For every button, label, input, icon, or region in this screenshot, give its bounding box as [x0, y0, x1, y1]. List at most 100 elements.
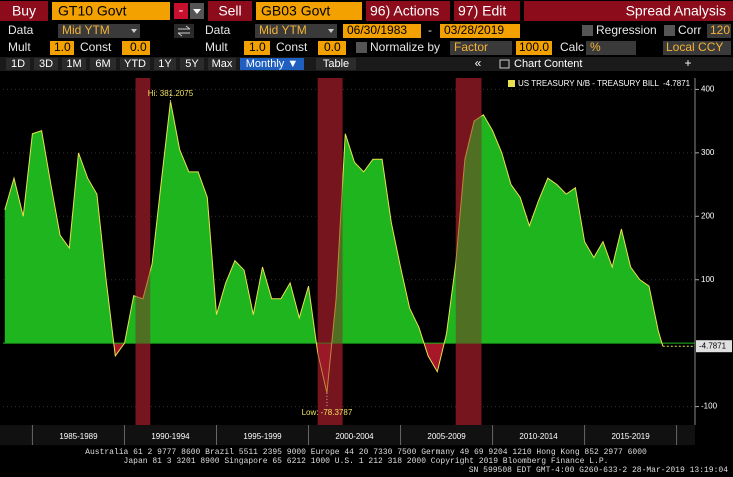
corr-label: Corr: [678, 23, 701, 37]
x-tick-label: 2000-2004: [335, 432, 374, 441]
tab-label: Monthly ▼: [246, 58, 298, 70]
tab[interactable]: [180, 58, 204, 70]
actions-menu[interactable]: [366, 1, 450, 21]
shaded-period-overlay: [455, 78, 482, 425]
buy-label: Buy: [12, 3, 36, 19]
calc-value: %: [590, 40, 601, 54]
corr-input[interactable]: [707, 24, 731, 38]
sell-button[interactable]: [208, 1, 252, 21]
tab-label: 1M: [66, 58, 81, 70]
sell-ticker-input[interactable]: [256, 2, 362, 20]
chart-content-icon: [499, 59, 510, 69]
command-bar: Buy GT10 Govt - Sell GB03 Govt 96) Actio…: [0, 1, 733, 21]
y-tick-label: 200: [701, 211, 715, 220]
positive-area: [4, 101, 663, 344]
tab[interactable]: [208, 58, 236, 70]
tabs: 1D 3D 1M 6M YTD 1Y 5Y Max Monthly ▼ Table: [6, 58, 356, 70]
const-label: Const: [276, 40, 308, 54]
field-value: Mid YTM: [259, 23, 307, 37]
sell-ticker: GB03 Govt: [261, 3, 330, 19]
tab[interactable]: [240, 58, 304, 70]
tab-label: 6M: [95, 58, 110, 70]
buy-ticker-input[interactable]: [52, 2, 170, 20]
chart-content-button[interactable]: Chart Content: [514, 58, 582, 70]
shaded-period-overlay: [135, 78, 151, 425]
actions-label: 96) Actions: [370, 3, 439, 19]
tab[interactable]: [120, 58, 150, 70]
function-title: Spread Analysis: [626, 3, 726, 19]
tab-label: YTD: [124, 58, 146, 70]
footer-line: Australia 61 2 9777 8600 Brazil 5511 239…: [85, 448, 647, 457]
normalize-checkbox[interactable]: [356, 42, 367, 53]
const-value: 0.0: [324, 40, 341, 54]
const-input[interactable]: [318, 41, 346, 55]
data-label: Data: [205, 23, 231, 37]
tab-label: 3D: [39, 58, 53, 70]
calc-select[interactable]: [586, 41, 636, 55]
end-date-input[interactable]: [440, 24, 520, 38]
chart: -100 100 200 300 400 1985-1989 1990-1994 1995-1…: [0, 78, 732, 445]
corr-value: 120: [710, 23, 730, 37]
normalize-value: Factor: [454, 40, 488, 54]
tab[interactable]: [62, 58, 86, 70]
tab[interactable]: [90, 58, 116, 70]
mult-value: 1.0: [249, 40, 266, 54]
normalize-select[interactable]: [450, 41, 512, 55]
select-arrow: [328, 29, 334, 33]
field-select[interactable]: [255, 24, 337, 38]
normalize-label: Normalize by: [370, 40, 440, 54]
start-date-input[interactable]: [343, 24, 421, 38]
start-date: 06/30/1983: [347, 23, 407, 37]
mult-label: Mult: [8, 40, 31, 54]
tab[interactable]: [6, 58, 30, 70]
last-value-box: [696, 340, 732, 353]
tab-label: Max: [212, 58, 233, 70]
const-label: Const: [80, 40, 112, 54]
legend-swatch: [508, 80, 515, 87]
y-tick-label: 100: [701, 275, 715, 284]
add-button[interactable]: +: [684, 56, 691, 70]
tab[interactable]: [316, 58, 356, 70]
date-separator: -: [428, 23, 432, 37]
edit-label: 97) Edit: [458, 3, 506, 19]
const-input[interactable]: [122, 41, 150, 55]
corr-checkbox[interactable]: [664, 25, 675, 36]
annotation-label: Low: -78.3787: [302, 408, 353, 417]
tab[interactable]: [154, 58, 176, 70]
dropdown-arrow: [193, 9, 201, 14]
currency-select[interactable]: [663, 41, 731, 55]
buy-button[interactable]: [0, 1, 48, 21]
field-select[interactable]: [58, 24, 140, 38]
x-tick-label: 2005-2009: [427, 432, 466, 441]
title-bar: [524, 1, 733, 21]
end-date: 03/28/2019: [444, 23, 504, 37]
shaded-period-overlay: [317, 78, 343, 425]
data-label: Data: [8, 23, 34, 37]
currency-value: Local CCY: [666, 40, 723, 54]
tab-label: 5Y: [185, 58, 199, 70]
x-tick-label: 1995-1999: [243, 432, 282, 441]
mult-input[interactable]: [50, 41, 74, 55]
mult-input[interactable]: [244, 41, 270, 55]
field-value: Mid YTM: [62, 23, 110, 37]
regression-checkbox[interactable]: [582, 25, 593, 36]
series-line: [4, 101, 664, 394]
legend-value: -4.7871: [663, 79, 691, 88]
x-tick-label: 2010-2014: [519, 432, 558, 441]
mult-value: 1.0: [54, 40, 71, 54]
collapse-button[interactable]: «: [475, 56, 482, 70]
buy-ticker: GT10 Govt: [58, 3, 127, 19]
swap-button[interactable]: [174, 24, 194, 38]
settings-row-1: Data Mid YTM Data Mid YTM 06/30/1983 - 0…: [8, 23, 731, 38]
footer-line: Japan 81 3 3201 8900 Singapore 65 6212 1…: [124, 457, 609, 466]
x-tick-label: 1985-1989: [59, 432, 98, 441]
minus-button[interactable]: [174, 3, 188, 19]
tab-label: Table: [323, 58, 349, 70]
edit-menu[interactable]: [454, 1, 520, 21]
minus-label: -: [179, 2, 184, 18]
factor-input[interactable]: [516, 41, 552, 55]
const-value: 0.0: [130, 40, 147, 54]
last-value-label: -4.7871: [699, 341, 727, 350]
tab[interactable]: [34, 58, 58, 70]
annotation-label: Hi: 381.2075: [148, 89, 194, 98]
